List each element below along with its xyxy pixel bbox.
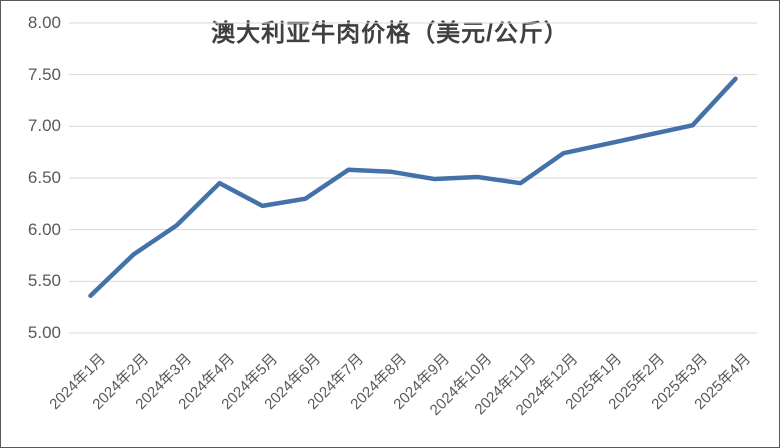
y-axis-tick-label: 5.00 <box>27 323 61 342</box>
chart-title: 澳大利亚牛肉价格（美元/公斤） <box>211 20 569 47</box>
y-axis-tick-label: 6.50 <box>27 168 61 187</box>
y-axis-tick-label: 5.50 <box>27 271 61 291</box>
y-axis-tick-label: 8.00 <box>27 13 61 32</box>
y-axis-tick-label: 6.00 <box>27 219 61 239</box>
y-axis-tick-label: 7.00 <box>27 116 61 136</box>
price-series-line <box>88 76 738 299</box>
y-axis-tick-label: 7.50 <box>27 64 61 84</box>
